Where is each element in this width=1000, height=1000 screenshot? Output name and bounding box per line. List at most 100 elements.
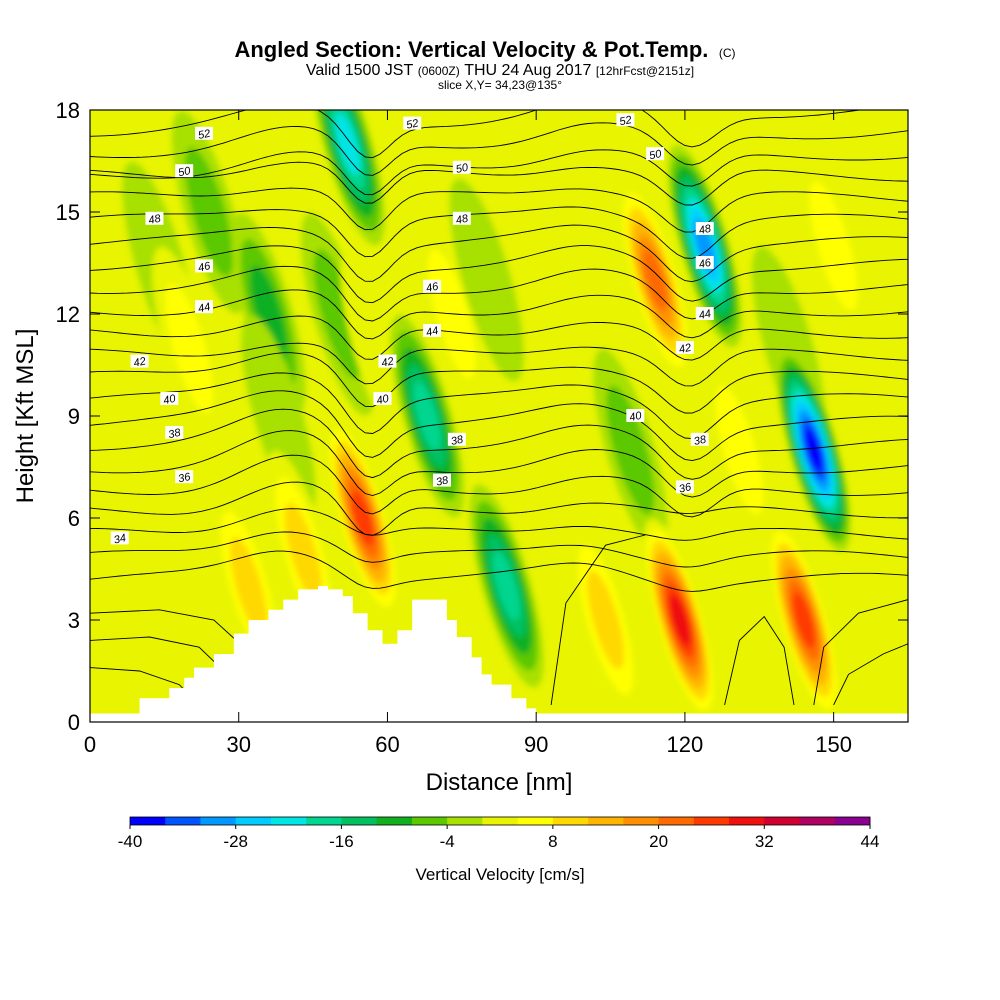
colorbar-swatch xyxy=(341,817,378,825)
theta-contour-line xyxy=(90,161,908,206)
chart-title: Angled Section: Vertical Velocity & Pot.… xyxy=(234,37,735,62)
colorbar-swatch xyxy=(447,817,483,825)
y-tick-label: 12 xyxy=(56,302,80,327)
theta-contour-label: 46 xyxy=(695,256,714,271)
terrain xyxy=(139,586,537,722)
theta-contour-line xyxy=(90,481,908,536)
colorbar-swatch xyxy=(376,817,413,825)
theta-contour-label: 38 xyxy=(447,432,466,448)
y-tick-label: 6 xyxy=(68,506,80,531)
x-tick-label: 0 xyxy=(84,732,96,757)
x-tick-label: 60 xyxy=(375,732,399,757)
svg-text:44: 44 xyxy=(197,301,211,315)
theta-contour-line xyxy=(90,550,908,592)
velocity-cell xyxy=(606,385,655,515)
velocity-cell xyxy=(184,147,234,277)
theta-contour-line xyxy=(833,643,908,706)
y-axis-label: Height [Kft MSL] xyxy=(12,329,39,504)
velocity-cell xyxy=(413,381,441,451)
velocity-cell xyxy=(165,283,214,413)
theta-contour-label: 34 xyxy=(110,531,129,547)
colorbar-swatch xyxy=(270,817,307,825)
theta-contour-label: 46 xyxy=(423,279,442,295)
colorbar-tick-label: 44 xyxy=(861,832,880,851)
svg-text:38: 38 xyxy=(167,427,182,441)
theta-contour-label: 38 xyxy=(432,473,451,489)
theta-contour-label: 40 xyxy=(160,392,179,407)
plot-area: 34 36 36 38 38 38 38 40 40 40 42 42 42 44 44 44 46 46 46 48… xyxy=(90,110,908,722)
svg-text:46: 46 xyxy=(197,260,212,274)
vertical-velocity-field xyxy=(122,110,871,722)
colorbar-swatch xyxy=(552,817,589,825)
y-tick-label: 3 xyxy=(68,608,80,633)
colorbar-swatch xyxy=(200,817,237,825)
theta-contour-label: 44 xyxy=(195,300,214,315)
velocity-cell xyxy=(669,594,691,646)
theta-contour-line xyxy=(90,206,908,259)
theta-contour-line xyxy=(90,224,908,283)
svg-text:44: 44 xyxy=(698,308,712,322)
theta-contour-label: 40 xyxy=(626,409,645,424)
theta-contour-line xyxy=(90,531,908,568)
velocity-cell xyxy=(241,314,316,518)
theta-contour-label: 52 xyxy=(616,113,635,128)
theta-contour-label: 50 xyxy=(175,164,194,179)
theta-contour-label: 36 xyxy=(675,480,694,496)
colorbar-tick-label: -40 xyxy=(118,832,143,851)
theta-contour-line xyxy=(90,289,908,340)
svg-text:52: 52 xyxy=(197,128,211,142)
x-tick-label: 120 xyxy=(667,732,704,757)
colorbar-swatch xyxy=(235,817,272,825)
colorbar-swatch xyxy=(799,817,836,825)
theta-contour-line xyxy=(90,454,908,518)
svg-text:42: 42 xyxy=(380,355,394,369)
colorbar-swatch xyxy=(623,817,660,825)
colorbar-tick-label: 32 xyxy=(755,832,774,851)
svg-text:50: 50 xyxy=(455,161,470,175)
theta-contour-line xyxy=(90,408,908,480)
theta-contour-line xyxy=(90,390,908,462)
colorbar-tick-label: -28 xyxy=(223,832,248,851)
velocity-cell xyxy=(792,592,815,648)
colorbar-tick-label: 20 xyxy=(649,832,668,851)
theta-contour-line xyxy=(813,599,908,706)
x-tick-label: 150 xyxy=(815,732,852,757)
svg-text:40: 40 xyxy=(162,393,177,407)
x-tick-label: 90 xyxy=(524,732,548,757)
theta-contour-label: 42 xyxy=(675,341,694,356)
x-tick-label: 30 xyxy=(226,732,250,757)
theta-contour-line xyxy=(90,342,908,387)
velocity-cell xyxy=(809,181,858,311)
colorbar-swatch xyxy=(693,817,730,825)
colorbar-label: Vertical Velocity [cm/s] xyxy=(415,865,584,884)
contour-labels: 34 36 36 38 38 38 38 40 40 40 42 42 42 44 44 44 46 46 46 48… xyxy=(110,113,714,547)
theta-contour-label: 38 xyxy=(690,432,709,448)
colorbar-swatch xyxy=(411,817,448,825)
svg-text:38: 38 xyxy=(693,433,708,447)
colorbar-swatch xyxy=(306,817,342,825)
svg-text:52: 52 xyxy=(618,114,632,128)
velocity-cell xyxy=(284,503,322,601)
theta-contour-label: 52 xyxy=(195,126,214,142)
colorbar-swatch xyxy=(834,817,871,825)
colorbar-tick-label: -16 xyxy=(329,832,354,851)
colorbar-swatch xyxy=(517,817,554,825)
x-axis-label: Distance [nm] xyxy=(426,769,573,796)
y-tick-label: 18 xyxy=(56,98,80,123)
y-tick-label: 9 xyxy=(68,404,80,429)
theta-contour-label: 36 xyxy=(175,470,194,485)
svg-text:46: 46 xyxy=(698,257,713,271)
theta-contour-line xyxy=(90,187,908,233)
velocity-cell xyxy=(335,113,360,175)
velocity-cell xyxy=(643,249,668,311)
svg-text:50: 50 xyxy=(177,165,192,179)
theta-contour-label: 48 xyxy=(452,211,471,227)
colorbar-tick-label: 8 xyxy=(548,832,557,851)
svg-text:50: 50 xyxy=(648,148,663,162)
theta-contour-label: 42 xyxy=(378,354,397,370)
velocity-cell xyxy=(351,490,374,546)
theta-contour-line xyxy=(90,372,908,440)
svg-text:46: 46 xyxy=(425,280,440,294)
svg-text:40: 40 xyxy=(628,410,643,424)
